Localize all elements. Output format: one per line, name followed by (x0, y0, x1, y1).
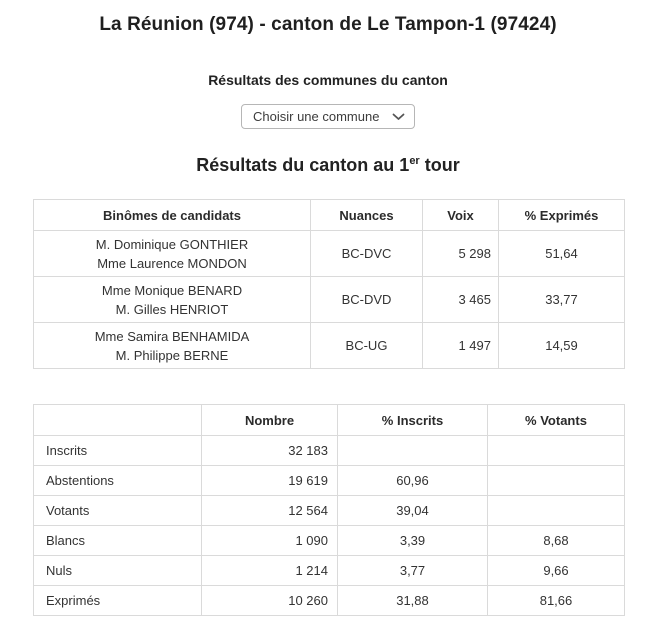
pct-inscrits-cell: 60,96 (337, 465, 488, 496)
candidate-name: Mme Samira BENHAMIDA (94, 328, 250, 344)
table-row: Mme Monique BENARD M. Gilles HENRIOT BC-… (33, 276, 625, 323)
table-row: Votants 12 564 39,04 (33, 495, 625, 526)
results-header-nuances: Nuances (310, 199, 423, 231)
communes-heading: Résultats des communes du canton (208, 72, 448, 88)
participation-header-empty (33, 404, 202, 436)
table-row: Abstentions 19 619 60,96 (33, 465, 625, 496)
row-label: Blancs (33, 525, 202, 556)
participation-table-header-row: Nombre % Inscrits % Votants (33, 404, 625, 436)
results-header-candidates: Binômes de candidats (33, 199, 311, 231)
row-label: Votants (33, 495, 202, 526)
candidates-cell: M. Dominique GONTHIER Mme Laurence MONDO… (33, 230, 311, 277)
row-label: Exprimés (33, 585, 202, 616)
row-label: Nuls (33, 555, 202, 586)
pct-votants-cell: 8,68 (487, 525, 625, 556)
participation-table: Nombre % Inscrits % Votants Inscrits 32 … (33, 404, 625, 616)
canton-heading-ordinal: er (409, 155, 420, 167)
canton-heading: Résultats du canton au 1er tour (196, 155, 460, 175)
nombre-cell: 10 260 (201, 585, 338, 616)
nombre-cell: 32 183 (201, 435, 338, 466)
candidate-name: Mme Monique BENARD (101, 282, 243, 298)
pct-inscrits-cell: 3,39 (337, 525, 488, 556)
candidate-name: M. Dominique GONTHIER (95, 236, 249, 252)
pct-inscrits-cell (337, 435, 488, 466)
table-row: Mme Samira BENHAMIDA M. Philippe BERNE B… (33, 322, 625, 369)
candidate-name: M. Gilles HENRIOT (115, 301, 229, 317)
table-row: Nuls 1 214 3,77 9,66 (33, 555, 625, 586)
results-table: Binômes de candidats Nuances Voix % Expr… (33, 199, 625, 369)
participation-header-pct-votants: % Votants (487, 404, 625, 436)
table-row: Exprimés 10 260 31,88 81,66 (33, 585, 625, 616)
pct-votants-cell: 9,66 (487, 555, 625, 586)
nombre-cell: 12 564 (201, 495, 338, 526)
pct-votants-cell: 81,66 (487, 585, 625, 616)
pct-votants-cell (487, 495, 625, 526)
table-row: Blancs 1 090 3,39 8,68 (33, 525, 625, 556)
commune-select[interactable]: Choisir une commune (241, 104, 415, 129)
pct-inscrits-cell: 31,88 (337, 585, 488, 616)
voix-cell: 5 298 (422, 230, 499, 277)
results-header-voix: Voix (422, 199, 499, 231)
results-table-header-row: Binômes de candidats Nuances Voix % Expr… (33, 199, 625, 231)
row-label: Inscrits (33, 435, 202, 466)
chevron-down-icon (392, 113, 405, 121)
row-label: Abstentions (33, 465, 202, 496)
nuance-cell: BC-DVD (310, 276, 423, 323)
candidates-cell: Mme Samira BENHAMIDA M. Philippe BERNE (33, 322, 311, 369)
pct-exprimes-cell: 14,59 (498, 322, 625, 369)
nombre-cell: 1 214 (201, 555, 338, 586)
pct-inscrits-cell: 3,77 (337, 555, 488, 586)
candidates-cell: Mme Monique BENARD M. Gilles HENRIOT (33, 276, 311, 323)
candidate-name: Mme Laurence MONDON (97, 255, 247, 271)
table-row: Inscrits 32 183 (33, 435, 625, 466)
pct-votants-cell (487, 465, 625, 496)
table-row: M. Dominique GONTHIER Mme Laurence MONDO… (33, 230, 625, 277)
voix-cell: 3 465 (422, 276, 499, 323)
pct-exprimes-cell: 33,77 (498, 276, 625, 323)
pct-exprimes-cell: 51,64 (498, 230, 625, 277)
election-results-page: La Réunion (974) - canton de Le Tampon-1… (0, 14, 656, 616)
candidate-name: M. Philippe BERNE (115, 347, 229, 363)
pct-votants-cell (487, 435, 625, 466)
participation-header-nombre: Nombre (201, 404, 338, 436)
nuance-cell: BC-UG (310, 322, 423, 369)
participation-header-pct-inscrits: % Inscrits (337, 404, 488, 436)
results-header-pct-exprimes: % Exprimés (498, 199, 625, 231)
nombre-cell: 1 090 (201, 525, 338, 556)
nombre-cell: 19 619 (201, 465, 338, 496)
voix-cell: 1 497 (422, 322, 499, 369)
commune-select-container: Choisir une commune (0, 104, 656, 129)
commune-select-value: Choisir une commune (253, 109, 380, 124)
pct-inscrits-cell: 39,04 (337, 495, 488, 526)
page-title: La Réunion (974) - canton de Le Tampon-1… (99, 14, 557, 35)
nuance-cell: BC-DVC (310, 230, 423, 277)
